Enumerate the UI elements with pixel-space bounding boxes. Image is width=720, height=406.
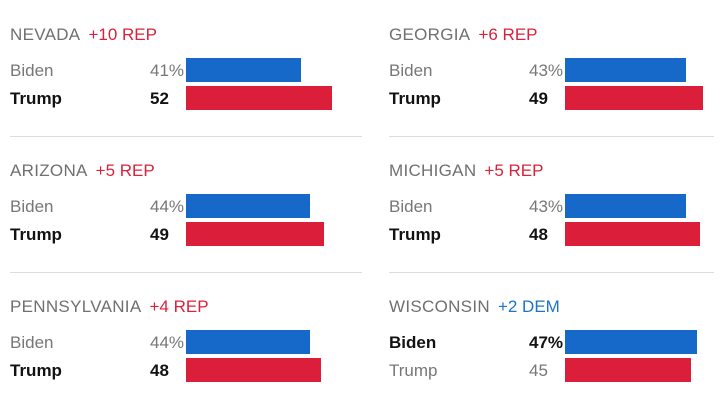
candidate-row-trump: Trump 49	[389, 86, 719, 112]
divider-line	[10, 136, 362, 137]
state-header: GEORGIA +6 REP	[389, 24, 538, 46]
value-label: 45	[529, 361, 548, 380]
state-panel-pennsylvania: PENNSYLVANIA +4 REP Biden 44% Trump 48	[10, 296, 340, 406]
divider-line	[10, 272, 362, 273]
candidate-name: Biden	[389, 61, 433, 80]
candidate-row-biden: Biden 43%	[389, 194, 719, 220]
margin-badge: +5 REP	[95, 161, 155, 180]
candidate-row-trump: Trump 52	[10, 86, 340, 112]
margin-badge: +5 REP	[484, 161, 544, 180]
divider-line	[389, 272, 714, 273]
value-label: 49	[150, 225, 169, 244]
bar-trump	[186, 222, 324, 246]
state-panel-georgia: GEORGIA +6 REP Biden 43% Trump 49	[389, 24, 719, 134]
candidate-name: Biden	[10, 197, 54, 216]
candidate-name: Biden	[389, 333, 437, 352]
bar-trump	[565, 222, 700, 246]
margin-badge: +2 DEM	[497, 297, 560, 316]
candidate-name: Biden	[10, 333, 54, 352]
value-label: 44%	[150, 197, 185, 216]
margin-badge: +6 REP	[478, 25, 538, 44]
value-label: 43%	[529, 197, 564, 216]
bar-trump	[186, 86, 332, 110]
candidate-name: Trump	[389, 89, 441, 108]
bar-biden	[565, 194, 686, 218]
bar-biden	[186, 58, 301, 82]
state-name: GEORGIA	[389, 25, 471, 44]
candidate-row-biden: Biden 41%	[10, 58, 340, 84]
candidate-row-trump: Trump 48	[10, 358, 340, 384]
value-label: 52	[150, 89, 169, 108]
state-header: MICHIGAN +5 REP	[389, 160, 543, 182]
candidate-row-trump: Trump 48	[389, 222, 719, 248]
value-label: 48	[150, 361, 169, 380]
value-label: 48	[529, 225, 548, 244]
candidate-name: Trump	[389, 361, 438, 380]
divider-line	[389, 136, 714, 137]
candidate-row-trump: Trump 45	[389, 358, 719, 384]
candidate-row-biden: Biden 43%	[389, 58, 719, 84]
value-label: 47%	[529, 333, 564, 352]
candidate-row-biden: Biden 47%	[389, 330, 719, 356]
value-label: 44%	[150, 333, 185, 352]
state-name: PENNSYLVANIA	[10, 297, 142, 316]
state-header: WISCONSIN +2 DEM	[389, 296, 560, 318]
state-header: NEVADA +10 REP	[10, 24, 157, 46]
value-label: 49	[529, 89, 548, 108]
candidate-name: Biden	[10, 61, 54, 80]
candidate-row-biden: Biden 44%	[10, 194, 340, 220]
bar-trump	[565, 358, 691, 382]
bar-trump	[565, 86, 703, 110]
bar-biden	[565, 330, 697, 354]
candidate-name: Trump	[10, 225, 62, 244]
value-label: 43%	[529, 61, 564, 80]
state-header: PENNSYLVANIA +4 REP	[10, 296, 209, 318]
candidate-name: Trump	[10, 89, 62, 108]
state-panel-michigan: MICHIGAN +5 REP Biden 43% Trump 48	[389, 160, 719, 270]
value-label: 41%	[150, 61, 185, 80]
state-name: ARIZONA	[10, 161, 88, 180]
state-name: NEVADA	[10, 25, 81, 44]
margin-badge: +10 REP	[88, 25, 157, 44]
margin-badge: +4 REP	[149, 297, 209, 316]
candidate-row-biden: Biden 44%	[10, 330, 340, 356]
state-name: MICHIGAN	[389, 161, 477, 180]
state-panel-arizona: ARIZONA +5 REP Biden 44% Trump 49	[10, 160, 340, 270]
candidate-name: Trump	[389, 225, 441, 244]
bar-trump	[186, 358, 321, 382]
bar-biden	[186, 194, 310, 218]
candidate-name: Biden	[389, 197, 433, 216]
state-panel-wisconsin: WISCONSIN +2 DEM Biden 47% Trump 45	[389, 296, 719, 406]
candidate-name: Trump	[10, 361, 62, 380]
state-header: ARIZONA +5 REP	[10, 160, 155, 182]
state-name: WISCONSIN	[389, 297, 490, 316]
candidate-row-trump: Trump 49	[10, 222, 340, 248]
bar-biden	[186, 330, 310, 354]
bar-biden	[565, 58, 686, 82]
state-panel-nevada: NEVADA +10 REP Biden 41% Trump 52	[10, 24, 340, 134]
